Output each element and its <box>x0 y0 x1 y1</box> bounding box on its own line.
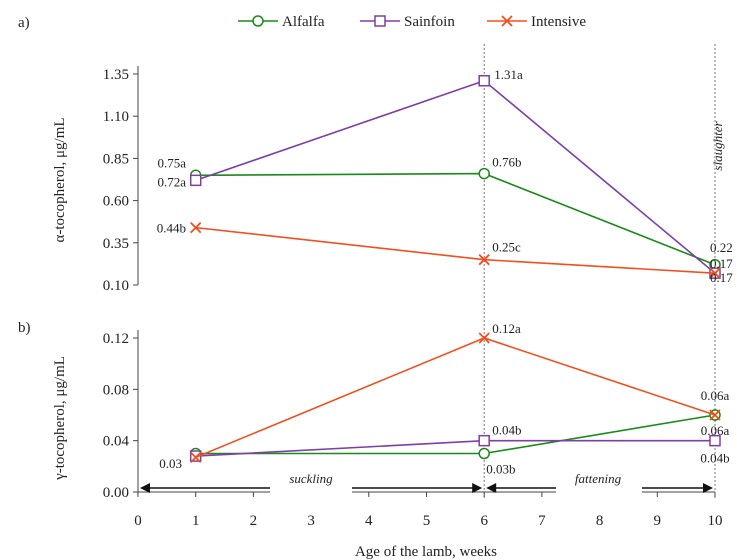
x-tick-label: 3 <box>307 513 315 529</box>
data-point-alfalfa <box>479 449 489 459</box>
data-label: 0.72a <box>157 174 186 189</box>
x-tick-label: 1 <box>192 513 200 529</box>
y-tick-label: 1.10 <box>103 109 129 125</box>
data-label: 0.22 <box>710 240 733 255</box>
x-tick-label: 6 <box>480 513 488 529</box>
x-tick-label: 2 <box>250 513 258 529</box>
x-tick-label: 8 <box>596 513 604 529</box>
data-label: 0.25c <box>492 240 521 255</box>
panel-a-ylabel: α-tocopherol, μg/mL <box>52 117 68 242</box>
y-tick-label: 0.04 <box>103 434 130 450</box>
fattening-label: fattening <box>575 471 622 486</box>
panel-b-ylabel: γ-tocopherol, μg/mL <box>52 356 68 481</box>
panel-b: b) γ-tocopherol, μg/mL Age of the lamb, … <box>18 320 730 560</box>
x-axis-label: Age of the lamb, weeks <box>355 544 497 560</box>
x-tick-label: 5 <box>423 513 431 529</box>
y-tick-label: 0.10 <box>103 278 129 294</box>
y-tick-label: 1.35 <box>103 67 129 83</box>
data-label: 0.12a <box>492 321 521 336</box>
panel-a-label: a) <box>18 15 30 31</box>
data-label: 1.31a <box>494 67 523 82</box>
data-label: 0.44b <box>157 221 186 236</box>
panel-a: a) α-tocopherol, μg/mL slaughter 0.10 0.3… <box>18 15 733 500</box>
y-tick-label: 0.60 <box>103 194 129 210</box>
suckling-label: suckling <box>289 471 333 486</box>
series-line-alfalfa <box>196 415 715 454</box>
y-tick-label: 0.35 <box>103 236 129 252</box>
data-label: 0.17 <box>710 270 733 285</box>
data-label: 0.06a <box>701 423 730 438</box>
legend-label-alfalfa: Alfalfa <box>282 14 325 30</box>
x-tick-label: 10 <box>708 513 723 529</box>
slaughter-annotation: slaughter <box>710 121 725 171</box>
data-label: 0.03 <box>159 456 182 471</box>
y-tick-label: 0.85 <box>103 151 129 167</box>
legend-label-intensive: Intensive <box>531 14 586 30</box>
data-point-sainfoin <box>479 436 489 446</box>
data-label: 0.17 <box>710 256 733 271</box>
series-line-intensive <box>196 338 715 457</box>
y-tick-label: 0.00 <box>103 485 129 501</box>
legend: Alfalfa Sainfoin Intensive <box>238 14 586 30</box>
y-tick-label: 0.12 <box>103 331 129 347</box>
y-tick-label: 0.08 <box>103 382 129 398</box>
data-label: 0.04b <box>700 451 729 466</box>
data-label: 0.76b <box>492 155 521 170</box>
x-tick-label: 9 <box>654 513 662 529</box>
data-label: 0.04b <box>492 423 521 438</box>
data-point-alfalfa <box>479 169 489 179</box>
data-point-sainfoin <box>191 175 201 185</box>
data-point-sainfoin <box>479 76 489 86</box>
x-tick-label: 0 <box>134 513 142 529</box>
panel-b-label: b) <box>18 320 31 336</box>
data-label: 0.75a <box>157 155 186 170</box>
data-label: 0.06a <box>701 388 730 403</box>
legend-marker-alfalfa <box>253 16 263 26</box>
series-line-alfalfa <box>196 174 715 265</box>
data-label: 0.03b <box>486 462 515 477</box>
legend-label-sainfoin: Sainfoin <box>404 14 455 30</box>
x-tick-label: 7 <box>538 513 546 529</box>
legend-marker-sainfoin <box>375 16 385 26</box>
series-line-sainfoin <box>196 81 715 273</box>
x-tick-label: 4 <box>365 513 373 529</box>
